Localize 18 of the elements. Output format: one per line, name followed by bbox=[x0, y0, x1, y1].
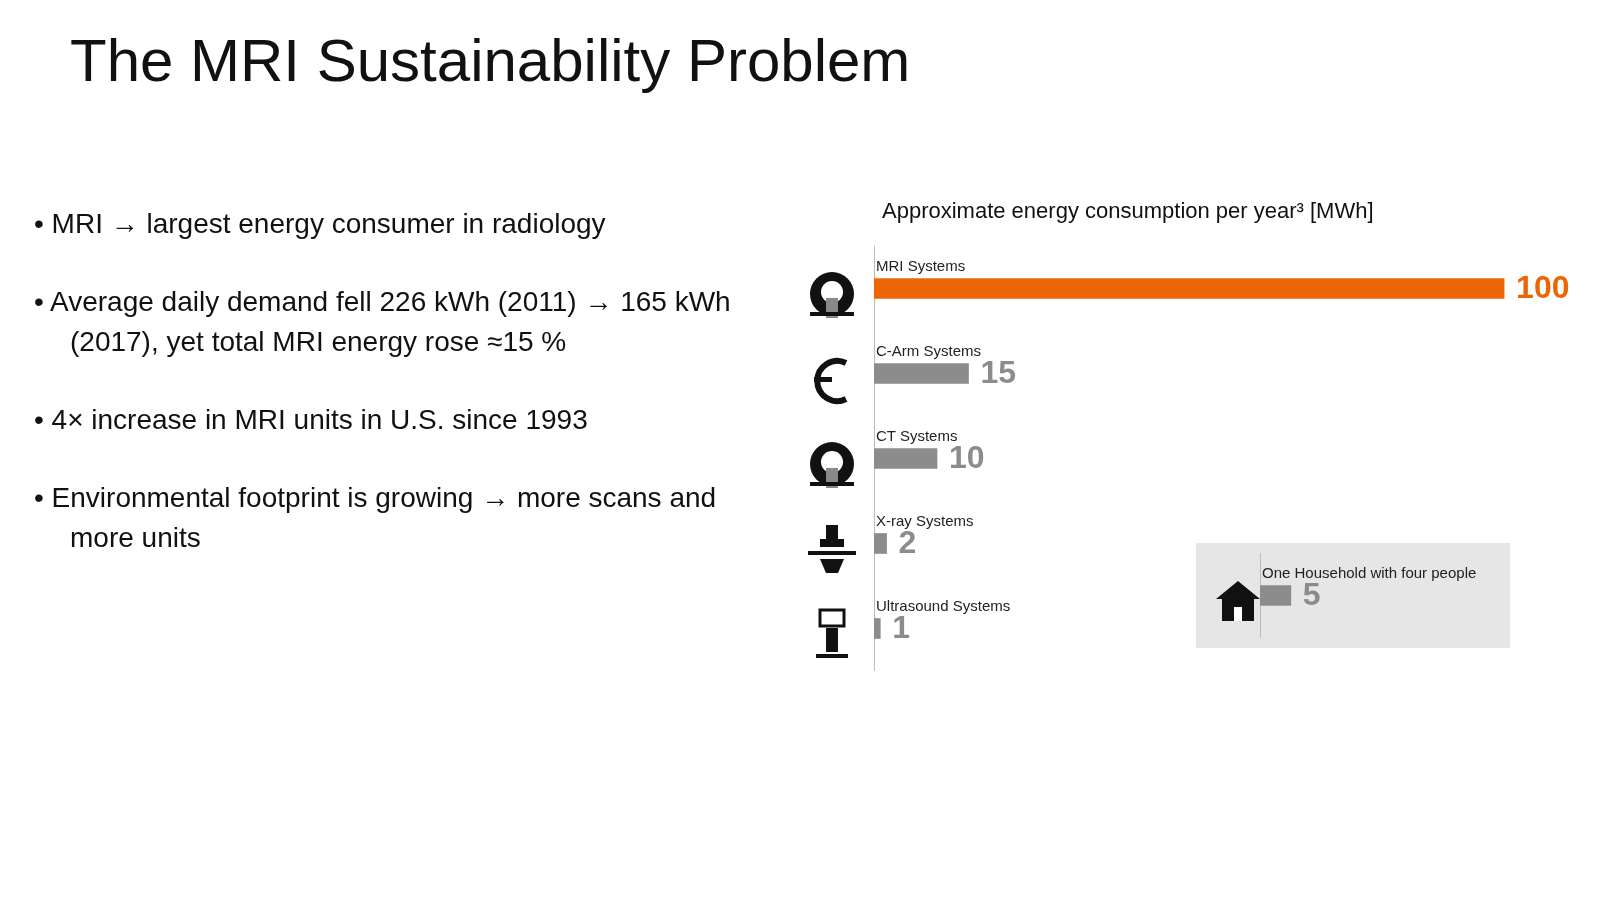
text: • MRI → largest energy consumer in radiology bbox=[34, 207, 607, 241]
text: • Average daily demand fell 226 kWh (2011) → 165 kWh (2017), yet total MRI energy rose ≈15 % bbox=[34, 285, 732, 359]
text: • Environmental footprint is growing → more scans and more units bbox=[34, 481, 718, 555]
text: • 4× increase in MRI units in U.S. since 1993 bbox=[34, 403, 589, 437]
data-label: 100 bbox=[1516, 269, 1570, 306]
y-tick-label: One Household with four people bbox=[1262, 564, 1477, 582]
bar bbox=[874, 278, 1505, 299]
y-tick-label: CT Systems bbox=[876, 427, 958, 445]
y-tick-label: MRI Systems bbox=[876, 257, 966, 275]
bar bbox=[874, 533, 887, 554]
chart-title: The MRI Sustainability Problem bbox=[70, 26, 911, 95]
y-tick-label: Ultrasound Systems bbox=[876, 597, 1011, 615]
data-label: 15 bbox=[980, 354, 1017, 391]
bar bbox=[874, 618, 881, 639]
bar bbox=[874, 448, 938, 469]
bar bbox=[874, 363, 969, 384]
chart-subtitle: Approximate energy consumption per year³ [MWh] bbox=[882, 198, 1374, 224]
y-tick-label: C-Arm Systems bbox=[876, 342, 981, 360]
